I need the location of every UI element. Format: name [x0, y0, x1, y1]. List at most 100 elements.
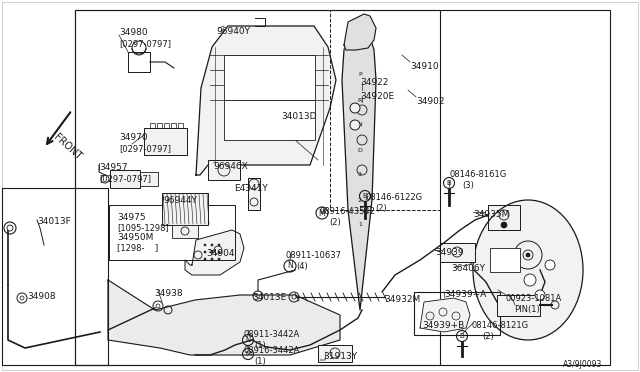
Text: 34922: 34922 — [360, 78, 388, 87]
Text: B: B — [460, 333, 465, 339]
Bar — [140, 172, 158, 186]
Circle shape — [524, 274, 536, 286]
Bar — [248, 178, 260, 210]
Text: 3: 3 — [358, 173, 362, 177]
Bar — [488, 205, 520, 230]
Text: 34013E: 34013E — [252, 293, 286, 302]
Circle shape — [204, 251, 206, 253]
Bar — [440, 243, 475, 262]
Circle shape — [211, 244, 213, 246]
Text: (1): (1) — [254, 341, 266, 350]
Bar — [162, 193, 208, 225]
Circle shape — [204, 244, 206, 246]
Text: (2): (2) — [329, 218, 340, 227]
Circle shape — [523, 250, 533, 260]
Text: (4): (4) — [296, 262, 308, 271]
Text: 34957: 34957 — [99, 163, 127, 172]
Circle shape — [545, 260, 555, 270]
Bar — [164, 123, 169, 128]
Text: M: M — [319, 208, 325, 218]
Bar — [144, 128, 187, 155]
Bar — [318, 345, 352, 362]
Text: (1): (1) — [254, 357, 266, 366]
Text: 2: 2 — [358, 198, 362, 202]
Text: 34939: 34939 — [435, 248, 463, 257]
Text: 96940Y: 96940Y — [216, 27, 250, 36]
Text: R: R — [358, 97, 362, 103]
Bar — [75, 10, 610, 365]
Circle shape — [7, 225, 13, 231]
Text: 08146-8121G: 08146-8121G — [472, 321, 529, 330]
Text: N: N — [245, 337, 251, 343]
Text: 34939+A: 34939+A — [444, 290, 486, 299]
Text: 34939+B: 34939+B — [422, 321, 464, 330]
Bar — [224, 100, 315, 140]
Polygon shape — [420, 298, 470, 332]
Circle shape — [20, 296, 24, 300]
Circle shape — [218, 258, 220, 260]
Text: [1298-    ]: [1298- ] — [117, 243, 158, 252]
Bar — [414, 292, 500, 335]
Bar — [330, 10, 440, 210]
Text: 08916-3442A: 08916-3442A — [244, 346, 300, 355]
Text: 34980: 34980 — [119, 28, 148, 37]
Circle shape — [218, 251, 220, 253]
Text: M: M — [245, 351, 251, 357]
Text: [1095-1298]: [1095-1298] — [117, 223, 169, 232]
Text: D: D — [358, 148, 362, 153]
Text: 34950M: 34950M — [117, 233, 154, 242]
Text: [0297-0797]: [0297-0797] — [119, 144, 171, 153]
Polygon shape — [342, 25, 376, 310]
Circle shape — [156, 304, 160, 308]
Text: 34970: 34970 — [119, 133, 148, 142]
Circle shape — [501, 222, 507, 228]
Text: 1: 1 — [358, 222, 362, 228]
Text: E4341Y: E4341Y — [234, 184, 268, 193]
Circle shape — [350, 103, 360, 113]
Text: (2): (2) — [375, 204, 387, 213]
Circle shape — [211, 258, 213, 260]
Bar — [171, 123, 176, 128]
Bar — [208, 160, 240, 180]
Text: 96944Y: 96944Y — [163, 196, 197, 205]
Circle shape — [535, 290, 545, 300]
Text: 34938: 34938 — [154, 289, 182, 298]
Text: 34908: 34908 — [27, 292, 56, 301]
Polygon shape — [344, 14, 376, 50]
Bar — [150, 123, 155, 128]
Text: 08146-6122G: 08146-6122G — [365, 193, 422, 202]
Text: 34902: 34902 — [416, 97, 445, 106]
Ellipse shape — [473, 200, 583, 340]
Text: [0297-0797]: [0297-0797] — [119, 39, 171, 48]
Bar — [2, 188, 108, 365]
Text: P: P — [358, 73, 362, 77]
Bar — [490, 248, 520, 272]
Circle shape — [292, 295, 296, 299]
Text: 34920E: 34920E — [360, 92, 394, 101]
Text: 08146-8161G: 08146-8161G — [449, 170, 506, 179]
Circle shape — [204, 258, 206, 260]
Circle shape — [218, 244, 220, 246]
Text: 34975: 34975 — [117, 213, 146, 222]
Bar — [128, 52, 150, 72]
Text: (3): (3) — [462, 181, 474, 190]
Bar — [178, 123, 183, 128]
Text: 34935M: 34935M — [473, 210, 509, 219]
Bar — [224, 55, 315, 100]
Circle shape — [211, 251, 213, 253]
Bar — [497, 295, 540, 316]
Text: [0297-0797]: [0297-0797] — [99, 174, 151, 183]
Text: 31913Y: 31913Y — [323, 352, 357, 361]
Text: 08911-3442A: 08911-3442A — [244, 330, 300, 339]
Text: B: B — [447, 180, 451, 186]
Text: PIN(1): PIN(1) — [514, 305, 540, 314]
Bar — [172, 225, 198, 238]
Circle shape — [526, 253, 530, 257]
Bar — [110, 170, 140, 188]
Text: N: N — [287, 262, 293, 270]
Text: 34013D: 34013D — [281, 112, 317, 121]
Text: 34910: 34910 — [410, 62, 438, 71]
Bar — [109, 205, 235, 260]
Text: 08916-43542: 08916-43542 — [319, 207, 375, 216]
Text: 34932M: 34932M — [384, 295, 420, 304]
